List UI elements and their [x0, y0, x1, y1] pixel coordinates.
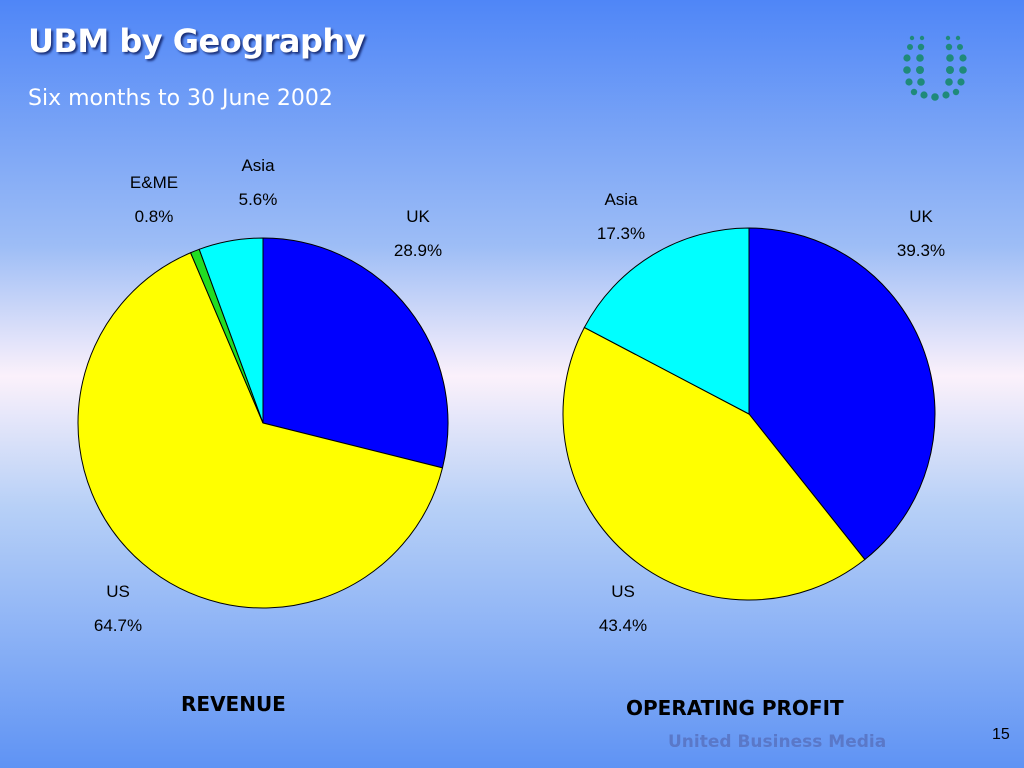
- operating-profit-label-us: US: [611, 582, 635, 601]
- slide-subtitle: Six months to 30 June 2002: [28, 86, 333, 111]
- brand-footer: United Business Media: [668, 732, 887, 752]
- revenue-chart-title: REVENUE: [181, 692, 286, 716]
- revenue-label-asia: Asia: [241, 156, 275, 175]
- revenue-slice-uk: [262, 237, 449, 469]
- revenue-slice-us: [77, 252, 444, 609]
- revenue-value-e-me: 0.8%: [135, 207, 174, 226]
- revenue-label-us: US: [106, 582, 130, 601]
- slide-title: UBM by Geography: [28, 22, 366, 60]
- operating-profit-value-us: 43.4%: [599, 616, 647, 635]
- operating-profit-label-asia: Asia: [604, 190, 638, 209]
- revenue-label-e-me: E&ME: [130, 173, 178, 192]
- operating-profit-slice-us: [562, 326, 866, 601]
- operating-profit-value-asia: 17.3%: [597, 224, 645, 243]
- revenue-label-uk: UK: [406, 207, 430, 226]
- revenue-value-asia: 5.6%: [239, 190, 278, 209]
- operating-profit-label-uk: UK: [909, 207, 933, 226]
- operating-profit-chart-title: OPERATING PROFIT: [626, 696, 844, 720]
- operating-profit-value-uk: 39.3%: [897, 241, 945, 260]
- ubm-dots-logo-icon: [903, 35, 967, 101]
- operating-profit-slice-uk: [748, 227, 936, 561]
- revenue-value-us: 64.7%: [94, 616, 142, 635]
- operating-profit-slice-asia: [583, 227, 750, 415]
- revenue-slice-asia: [198, 237, 264, 424]
- page-number: 15: [992, 726, 1010, 743]
- revenue-value-uk: 28.9%: [394, 241, 442, 260]
